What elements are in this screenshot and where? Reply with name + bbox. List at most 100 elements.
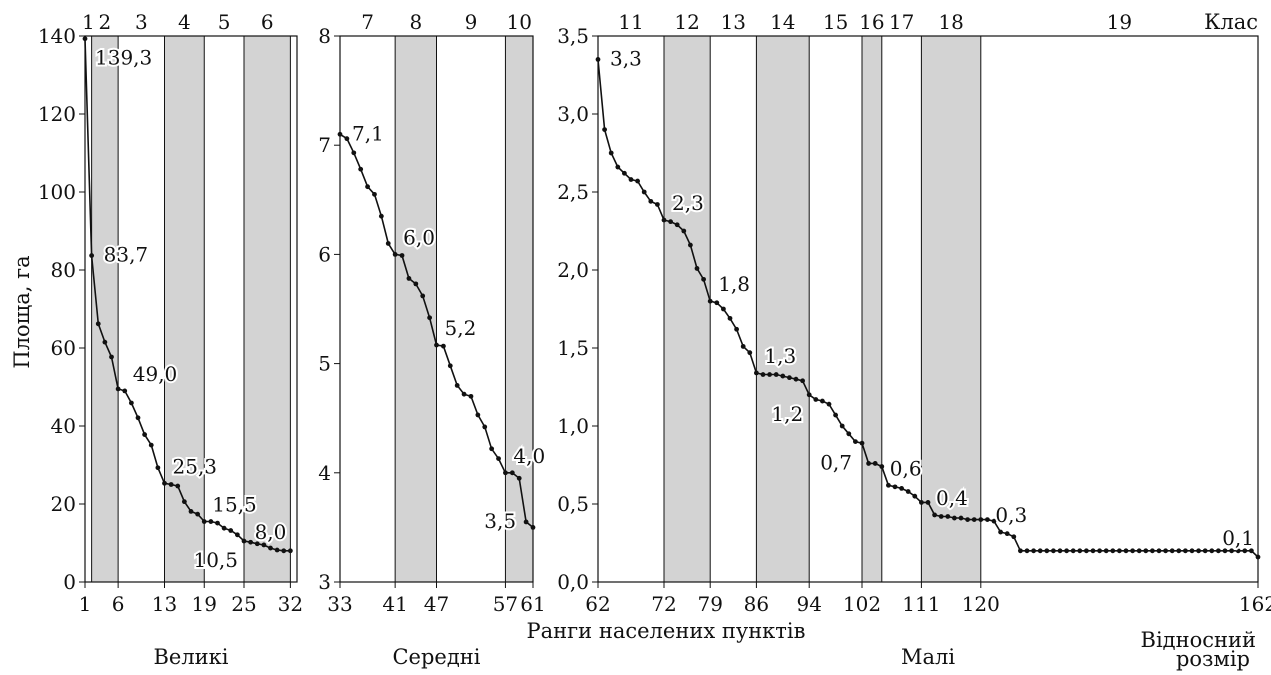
size-label-line2: розмір bbox=[1176, 647, 1250, 671]
data-point bbox=[905, 489, 911, 494]
data-point bbox=[254, 541, 260, 547]
data-point bbox=[1235, 548, 1241, 554]
class-label-3: 3 bbox=[135, 10, 148, 34]
x-tick-label: 62 bbox=[585, 592, 610, 616]
data-point bbox=[372, 191, 377, 197]
data-point bbox=[162, 480, 167, 486]
data-point bbox=[208, 519, 214, 524]
data-label: 7,1 bbox=[352, 121, 384, 145]
data-point bbox=[714, 300, 720, 306]
data-point bbox=[925, 500, 931, 505]
panel-medium: 7 8 9 10 3 4 5 6 7 8 33 41 47 57 61 Середні 7,1 6,0 5,2 4,0… bbox=[318, 10, 547, 669]
data-point bbox=[420, 293, 426, 299]
data-point bbox=[919, 500, 924, 505]
data-point bbox=[595, 57, 601, 62]
y-tick-label: 0,5 bbox=[557, 492, 589, 516]
data-point bbox=[602, 127, 607, 132]
data-point bbox=[826, 401, 832, 407]
data-point bbox=[109, 354, 114, 360]
y-tick-label: 80 bbox=[51, 258, 76, 282]
data-point bbox=[201, 519, 207, 524]
data-point bbox=[1255, 554, 1261, 560]
data-point bbox=[1070, 548, 1076, 554]
data-point bbox=[440, 343, 446, 349]
data-point bbox=[1229, 548, 1234, 554]
data-point bbox=[122, 388, 128, 394]
group-label-medium: Середні bbox=[392, 645, 480, 669]
data-point bbox=[530, 525, 536, 530]
data-point bbox=[648, 198, 654, 204]
data-point bbox=[1103, 548, 1109, 554]
data-point bbox=[489, 446, 495, 452]
data-point bbox=[734, 326, 739, 332]
data-point bbox=[1110, 548, 1116, 554]
x-tick-label: 111 bbox=[902, 592, 940, 616]
class-band-12 bbox=[663, 35, 711, 583]
data-point bbox=[833, 412, 838, 418]
data-label: 1,3 bbox=[764, 344, 796, 368]
data-point bbox=[899, 486, 904, 491]
data-point bbox=[1183, 548, 1188, 554]
data-point bbox=[978, 517, 984, 522]
data-point bbox=[839, 423, 845, 429]
data-point bbox=[503, 470, 508, 476]
y-tick-label: 20 bbox=[51, 492, 76, 516]
class-label-19: 19 bbox=[1107, 10, 1132, 34]
class-label-11: 11 bbox=[618, 10, 643, 34]
data-point bbox=[427, 315, 433, 321]
data-point bbox=[509, 470, 515, 476]
data-label: 3,3 bbox=[610, 46, 642, 70]
data-point bbox=[82, 36, 88, 42]
data-point bbox=[1196, 548, 1201, 554]
data-point bbox=[912, 493, 918, 499]
y-tick-label: 4 bbox=[318, 461, 331, 485]
data-point bbox=[1018, 548, 1023, 554]
y-axis-title: Площа, га bbox=[10, 255, 34, 368]
data-point bbox=[261, 542, 267, 548]
data-point bbox=[1077, 548, 1083, 554]
data-label: 8,0 bbox=[255, 520, 287, 544]
class-label-4: 4 bbox=[178, 10, 191, 34]
class-band-18 bbox=[920, 35, 982, 583]
y-tick-label: 2,0 bbox=[557, 258, 589, 282]
data-point bbox=[938, 514, 944, 519]
data-point bbox=[413, 281, 419, 287]
data-point bbox=[813, 397, 819, 402]
data-point bbox=[1202, 548, 1208, 554]
data-point bbox=[392, 252, 398, 257]
data-point bbox=[248, 539, 254, 545]
data-point bbox=[892, 484, 898, 490]
data-point bbox=[628, 177, 634, 182]
class-band-10 bbox=[504, 35, 534, 583]
data-point bbox=[773, 372, 779, 377]
data-point bbox=[1143, 548, 1149, 554]
data-point bbox=[760, 372, 766, 377]
data-point bbox=[721, 306, 726, 312]
group-label-small: Малі bbox=[901, 645, 955, 669]
data-point bbox=[128, 400, 134, 406]
data-point bbox=[1222, 548, 1228, 554]
y-tick-label: 3 bbox=[318, 570, 331, 594]
data-point bbox=[95, 321, 101, 327]
class-band-16 bbox=[861, 35, 883, 583]
data-point bbox=[668, 219, 673, 225]
class-band-6 bbox=[243, 35, 291, 583]
y-tick-label: 1,5 bbox=[557, 336, 589, 360]
data-point bbox=[195, 511, 201, 517]
data-label: 0,1 bbox=[1222, 526, 1254, 550]
data-point bbox=[365, 184, 370, 190]
data-point bbox=[1031, 548, 1036, 554]
data-label: 139,3 bbox=[95, 46, 152, 70]
x-tick-label: 25 bbox=[231, 592, 256, 616]
data-point bbox=[135, 415, 141, 421]
data-point bbox=[268, 545, 273, 551]
data-point bbox=[228, 528, 234, 533]
data-point bbox=[168, 482, 174, 487]
data-point bbox=[727, 315, 733, 321]
class-label-8: 8 bbox=[409, 10, 422, 34]
x-axis-title: Ранги населених пунктів bbox=[527, 619, 806, 643]
x-tick-label: 32 bbox=[278, 592, 303, 616]
data-point bbox=[694, 266, 700, 271]
